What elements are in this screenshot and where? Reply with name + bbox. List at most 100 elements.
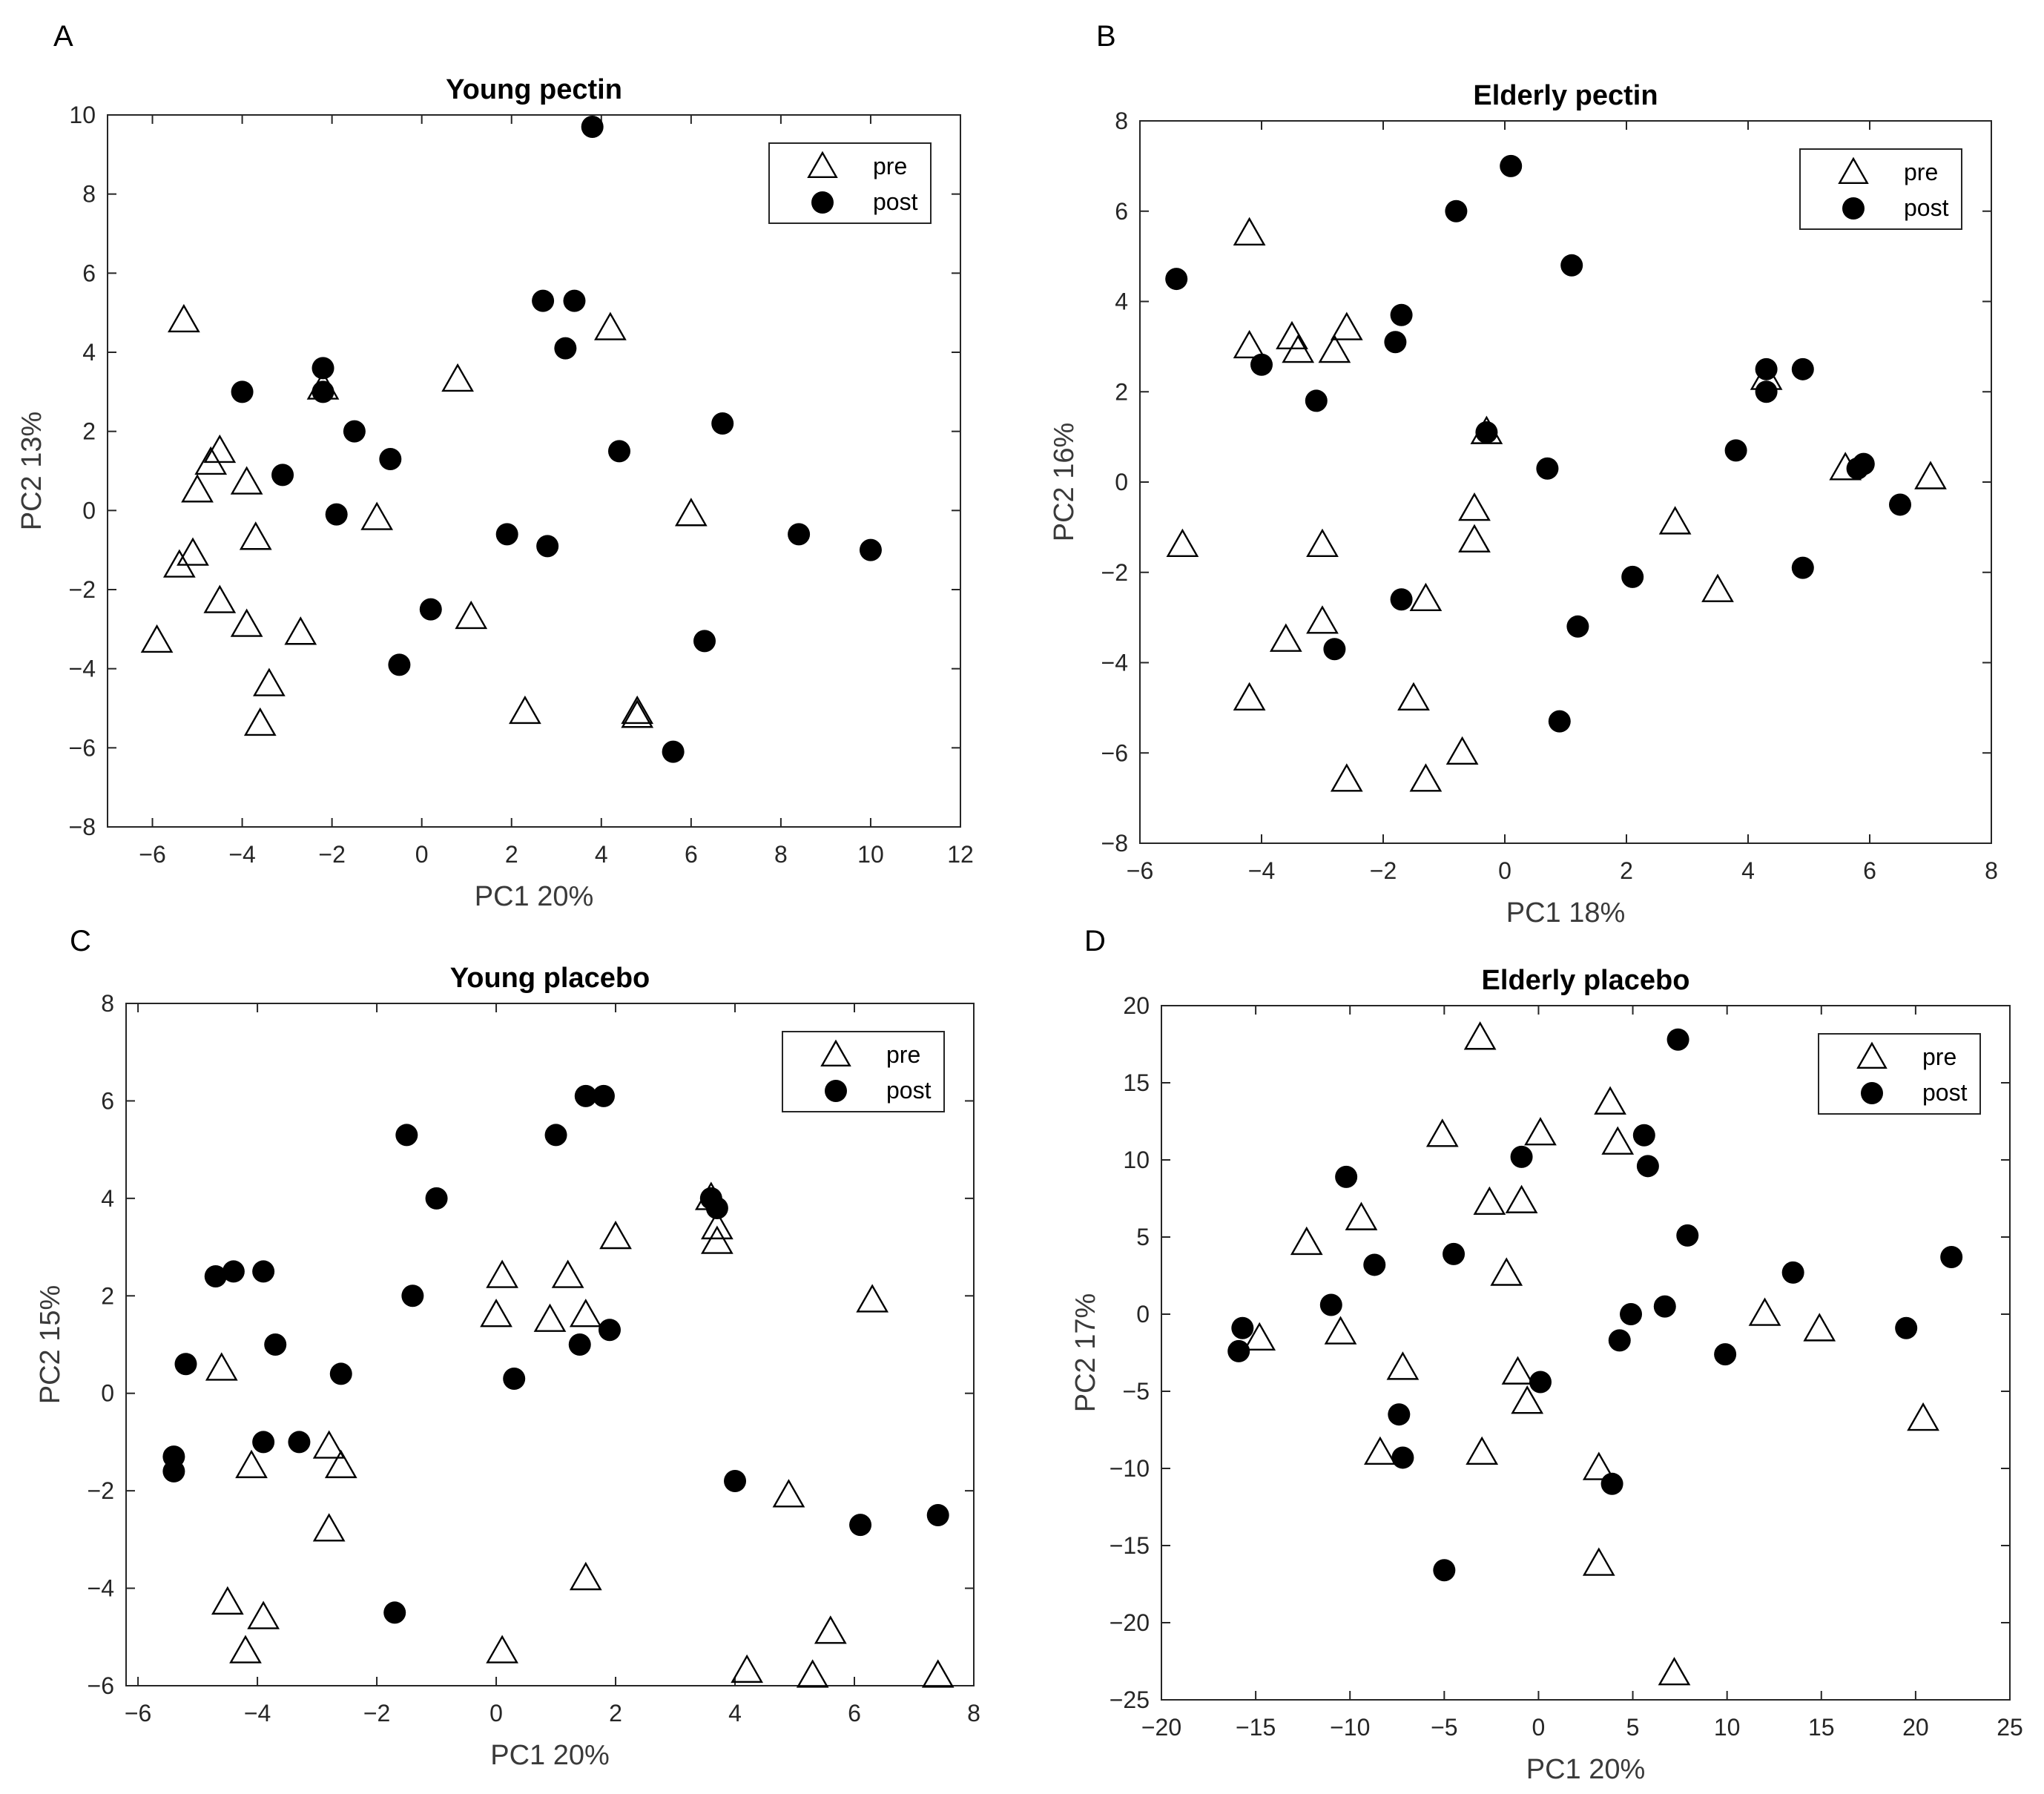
pre-point	[1425, 1118, 1459, 1147]
post-point	[608, 440, 630, 463]
x-tick-label: −4	[228, 841, 255, 868]
pre-point	[1330, 763, 1363, 792]
pre-point	[1445, 736, 1479, 765]
chart-title: Young pectin	[446, 74, 622, 105]
y-axis-label: PC2 17%	[1070, 1293, 1101, 1413]
y-axis-label: PC2 15%	[35, 1285, 66, 1405]
y-tick-label: 10	[1123, 1147, 1150, 1173]
legend-post-marker	[825, 1080, 847, 1102]
legend-pre-marker	[807, 151, 838, 178]
y-tick-label: −6	[1101, 739, 1128, 766]
pre-point	[247, 1600, 280, 1629]
x-tick-label: 4	[1741, 857, 1755, 884]
pre-point	[177, 537, 209, 566]
x-tick-label: −6	[139, 841, 165, 868]
pre-point	[701, 1225, 733, 1254]
y-tick-label: 6	[82, 260, 96, 286]
pre-point	[1166, 528, 1199, 558]
pre-point	[243, 707, 277, 736]
post-point	[598, 1319, 621, 1342]
y-tick-label: −25	[1110, 1686, 1150, 1713]
x-tick-label: −10	[1330, 1714, 1370, 1741]
pre-point	[1466, 1436, 1499, 1465]
post-point	[592, 1084, 615, 1107]
pre-point	[1524, 1117, 1557, 1146]
post-point	[1388, 1403, 1411, 1426]
legend-post-label: post	[1904, 194, 1949, 221]
y-tick-label: −6	[88, 1672, 114, 1699]
post-point	[383, 1601, 406, 1624]
y-tick-label: −8	[1101, 830, 1128, 857]
post-point	[401, 1285, 424, 1307]
pre-point	[360, 501, 394, 530]
post-point	[1653, 1295, 1676, 1318]
pre-point	[211, 1586, 244, 1615]
x-tick-label: 0	[1498, 857, 1511, 884]
post-point	[1323, 638, 1346, 661]
pre-point	[1306, 528, 1339, 558]
y-tick-label: −10	[1110, 1455, 1150, 1482]
pre-point	[856, 1284, 889, 1313]
post-point	[495, 523, 518, 546]
x-tick-label: 25	[1997, 1714, 2023, 1741]
post-point	[1390, 588, 1413, 611]
y-tick-label: −4	[1101, 650, 1128, 676]
pre-point	[168, 303, 200, 333]
pre-point	[1511, 1385, 1544, 1414]
post-point	[311, 380, 334, 403]
chart-title: Young placebo	[450, 963, 650, 994]
post-point	[1566, 615, 1589, 638]
plot-area	[107, 114, 961, 828]
post-point	[711, 412, 734, 435]
pre-point	[253, 667, 286, 696]
legend-post-label: post	[873, 188, 918, 215]
y-tick-label: 4	[101, 1185, 114, 1212]
post-point	[1636, 1155, 1659, 1178]
post-point	[1500, 154, 1523, 177]
pre-point	[235, 1449, 268, 1479]
pre-point	[486, 1635, 518, 1663]
post-point	[252, 1260, 275, 1283]
y-tick-label: 15	[1123, 1069, 1150, 1096]
post-point	[231, 380, 254, 403]
pre-point	[203, 434, 237, 464]
pre-point	[1345, 1201, 1378, 1230]
legend-pre-label: pre	[873, 153, 907, 179]
legend-post-marker	[1861, 1082, 1883, 1104]
post-point	[1335, 1165, 1358, 1188]
post-point	[252, 1431, 275, 1454]
post-point	[1250, 353, 1273, 376]
pre-point	[162, 549, 196, 578]
post-point	[1548, 710, 1571, 733]
y-tick-label: 6	[1115, 198, 1128, 225]
x-tick-label: −20	[1141, 1714, 1181, 1741]
x-tick-label: 10	[857, 841, 884, 868]
x-tick-label: 0	[489, 1700, 503, 1727]
post-point	[1940, 1246, 1963, 1269]
chart-title: Elderly placebo	[1482, 965, 1690, 996]
panel-letter: A	[53, 20, 73, 53]
post-point	[503, 1368, 526, 1390]
x-tick-label: 5	[1626, 1714, 1640, 1741]
pre-point	[230, 608, 263, 637]
legend-post-marker	[1842, 197, 1865, 220]
pre-point	[599, 1220, 632, 1250]
post-point	[1755, 357, 1778, 380]
post-point	[1632, 1124, 1655, 1147]
post-point	[264, 1333, 287, 1356]
y-tick-label: −20	[1110, 1609, 1150, 1636]
x-tick-label: 4	[595, 841, 608, 868]
pre-point	[772, 1479, 805, 1508]
post-point	[1852, 452, 1875, 475]
post-point	[568, 1333, 591, 1356]
post-point	[1536, 457, 1559, 480]
legend-box	[1799, 148, 1962, 230]
pre-point	[1269, 623, 1302, 652]
post-point	[1791, 357, 1814, 380]
post-point	[1791, 556, 1814, 579]
pre-point	[569, 1561, 602, 1591]
post-point	[536, 535, 559, 558]
x-tick-label: 10	[1714, 1714, 1741, 1741]
plot-area	[1161, 1005, 2011, 1701]
post-point	[379, 448, 402, 470]
